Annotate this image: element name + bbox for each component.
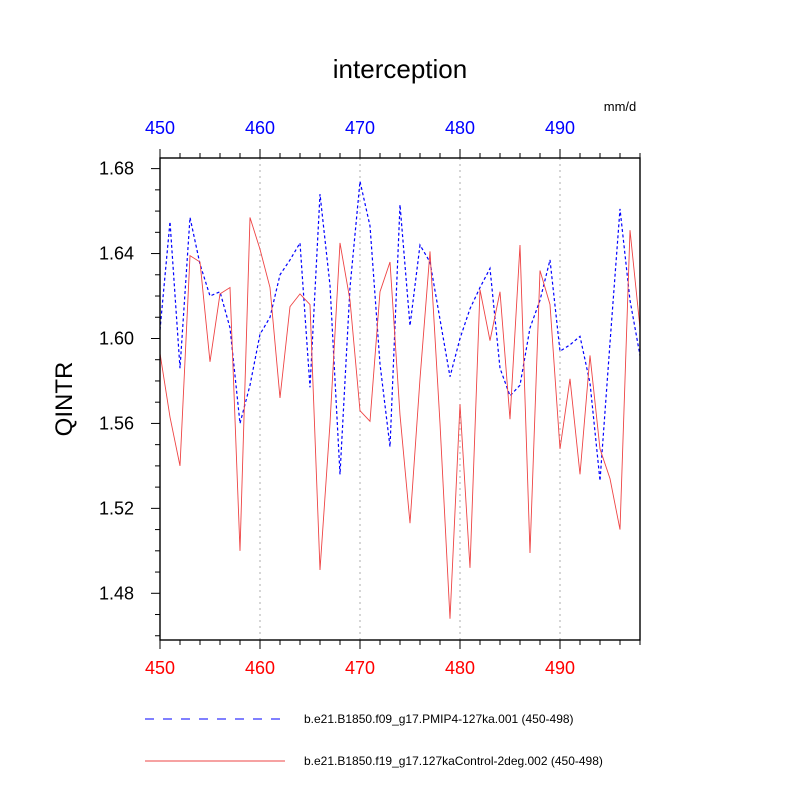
x-tick-label-top-480: 480 bbox=[445, 118, 475, 138]
series-line-1 bbox=[159, 217, 641, 619]
legend: b.e21.B1850.f09_g17.PMIP4-127ka.001 (450… bbox=[145, 712, 603, 768]
y-tick-label-2: 1.56 bbox=[99, 413, 134, 433]
series-lines bbox=[159, 181, 641, 619]
grid-lines bbox=[259, 158, 561, 640]
y-axis-label: QINTR bbox=[51, 362, 78, 437]
y-tick-label-0: 1.48 bbox=[99, 583, 134, 603]
legend-label-1: b.e21.B1850.f19_g17.127kaControl-2deg.00… bbox=[304, 754, 603, 768]
x-tick-label-bottom-480: 480 bbox=[445, 658, 475, 678]
x-tick-label-top-460: 460 bbox=[245, 118, 275, 138]
chart-title: interception bbox=[333, 54, 467, 84]
units-label: mm/d bbox=[604, 99, 637, 114]
plot-frame bbox=[159, 157, 641, 641]
x-tick-label-bottom-490: 490 bbox=[545, 658, 575, 678]
y-tick-label-4: 1.64 bbox=[99, 244, 134, 264]
x-tick-label-bottom-460: 460 bbox=[245, 658, 275, 678]
axes: 450 450 460 460 470 470 480 480 490 490 1.48 1.52 1.… bbox=[99, 118, 641, 678]
x-tick-label-top-490: 490 bbox=[545, 118, 575, 138]
y-tick-label-5: 1.68 bbox=[99, 159, 134, 179]
x-tick-label-top-450: 450 bbox=[145, 118, 175, 138]
y-tick-label-3: 1.60 bbox=[99, 328, 134, 348]
x-tick-label-top-470: 470 bbox=[345, 118, 375, 138]
legend-label-0: b.e21.B1850.f09_g17.PMIP4-127ka.001 (450… bbox=[304, 712, 574, 726]
x-tick-label-bottom-450: 450 bbox=[145, 658, 175, 678]
y-tick-label-1: 1.52 bbox=[99, 498, 134, 518]
x-tick-label-bottom-470: 470 bbox=[345, 658, 375, 678]
